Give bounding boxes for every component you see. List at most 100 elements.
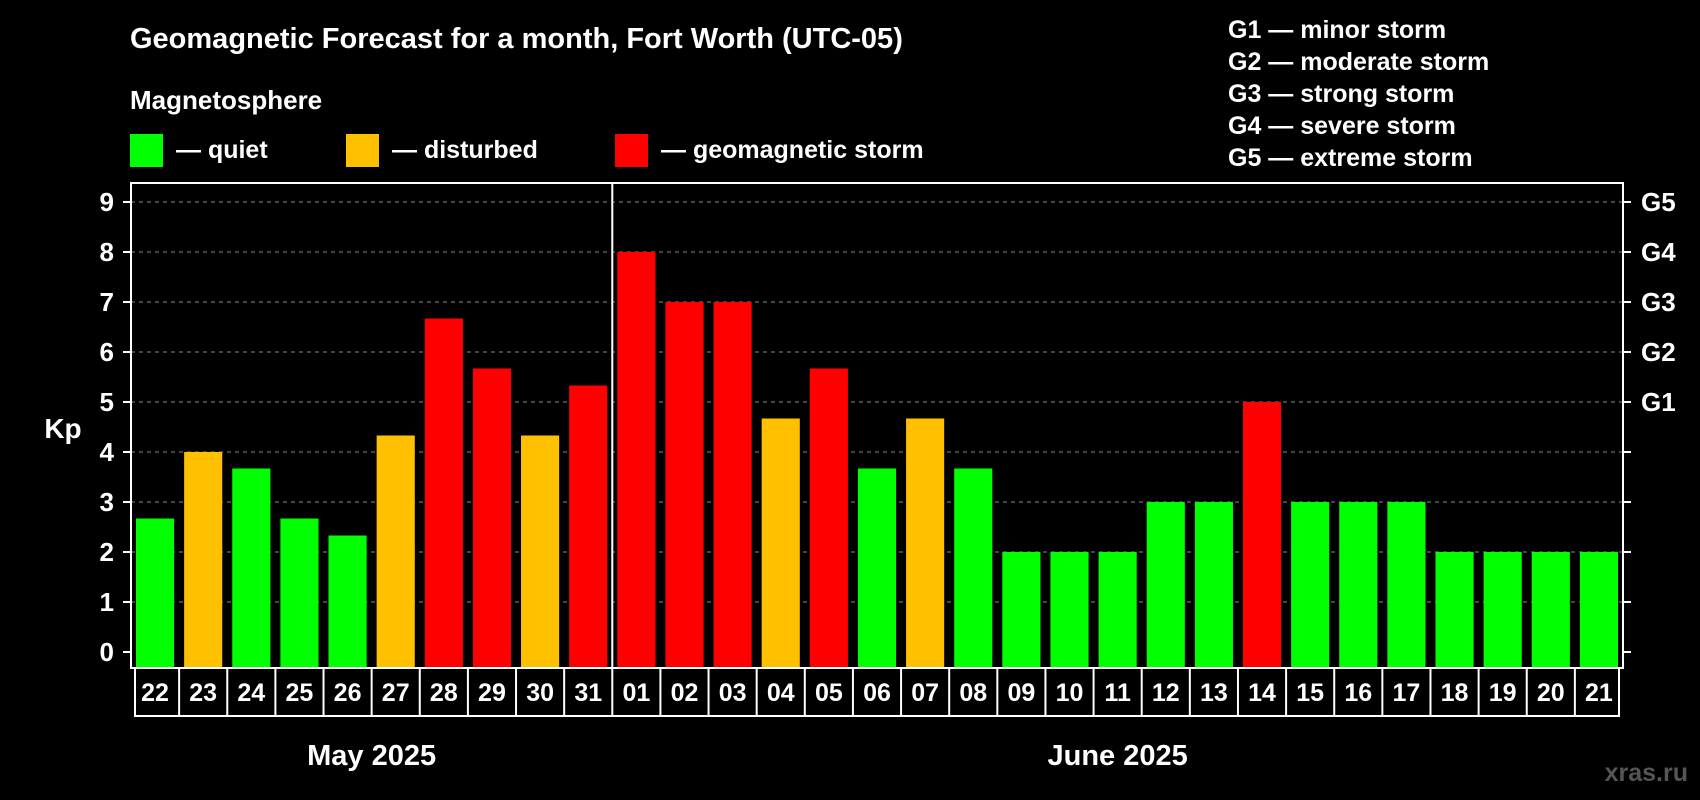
y-tick-label-3: 3 [100, 487, 114, 517]
legend-label-1: — disturbed [392, 136, 538, 164]
bar-05 [809, 368, 848, 668]
date-table: 22 23 24 25 26 27 28 29 30 31 01 02 03 04 05 06 07 08 09 10… [134, 667, 1620, 717]
chart-title: Geomagnetic Forecast for a month, Fort W… [130, 23, 903, 55]
date-label-08: 08 [959, 679, 987, 707]
date-table-frame [134, 667, 1620, 717]
date-label-17: 17 [1393, 679, 1421, 707]
date-label-29: 29 [478, 679, 506, 707]
month-labels: May 2025 June 2025 [307, 740, 1188, 772]
bar-26 [328, 535, 367, 668]
date-label-23: 23 [189, 679, 217, 707]
g-scale-label-G1: G1 [1641, 387, 1676, 417]
date-label-20: 20 [1537, 679, 1565, 707]
bar-07 [906, 418, 945, 668]
bar-25 [280, 518, 319, 668]
y-tick-label-5: 5 [100, 387, 114, 417]
g-scale-label-G5: G5 [1641, 187, 1676, 217]
storm-legend-item-5: G5 — extreme storm [1228, 144, 1473, 172]
date-label-06: 06 [863, 679, 891, 707]
g-scale-ticks: G1 G2 G3 G4 G5 [1623, 187, 1676, 653]
legend-title: Magnetosphere [130, 85, 322, 115]
date-label-14: 14 [1248, 679, 1276, 707]
date-label-12: 12 [1152, 679, 1180, 707]
bar-18 [1435, 552, 1474, 668]
bar-08 [954, 468, 993, 668]
date-label-21: 21 [1585, 679, 1613, 707]
bar-01 [617, 252, 656, 668]
bar-29 [472, 368, 512, 668]
legend-swatch-0 [130, 134, 163, 167]
storm-legend-item-1: G1 — minor storm [1228, 16, 1446, 44]
date-label-31: 31 [574, 679, 602, 707]
y-tick-label-4: 4 [100, 437, 115, 467]
date-label-24: 24 [237, 679, 265, 707]
bar-12 [1146, 502, 1185, 668]
legend-swatch-2 [615, 134, 648, 167]
date-label-28: 28 [430, 679, 458, 707]
storm-legend-item-2: G2 — moderate storm [1228, 48, 1489, 76]
y-tick-label-8: 8 [100, 237, 114, 267]
date-label-25: 25 [286, 679, 314, 707]
y-tick-label-0: 0 [100, 637, 114, 667]
date-label-03: 03 [719, 679, 747, 707]
date-label-11: 11 [1104, 679, 1131, 707]
y-tick-label-6: 6 [100, 337, 114, 367]
bar-03 [713, 302, 752, 668]
bar-14 [1242, 402, 1282, 668]
g-scale-label-G4: G4 [1641, 237, 1676, 267]
bar-28 [424, 318, 463, 668]
g-scale-label-G3: G3 [1641, 287, 1676, 317]
date-label-10: 10 [1056, 679, 1084, 707]
bars [136, 252, 1618, 668]
storm-legend-item-4: G4 — severe storm [1228, 112, 1456, 140]
legend-label-0: — quiet [176, 136, 268, 164]
month-label-0: May 2025 [307, 740, 436, 772]
date-label-19: 19 [1489, 679, 1517, 707]
storm-scale-legend: G1 — minor storm G2 — moderate storm G3 — … [1228, 16, 1489, 172]
g-scale-label-G2: G2 [1641, 337, 1676, 367]
date-label-13: 13 [1200, 679, 1228, 707]
date-label-04: 04 [767, 679, 795, 707]
bar-19 [1483, 552, 1522, 668]
bar-10 [1050, 552, 1089, 668]
bar-20 [1531, 552, 1570, 668]
bar-06 [857, 468, 897, 668]
y-tick-label-2: 2 [100, 537, 114, 567]
month-label-1: June 2025 [1048, 740, 1188, 772]
date-label-30: 30 [526, 679, 554, 707]
bar-31 [569, 385, 608, 668]
y-tick-label-1: 1 [100, 587, 114, 617]
color-legend: — quiet — disturbed — geomagnetic storm [130, 134, 924, 167]
bar-22 [136, 518, 175, 668]
date-label-22: 22 [141, 679, 169, 707]
y-axis-ticks: 0 1 2 3 4 5 6 7 8 9 [100, 187, 131, 667]
bar-17 [1387, 502, 1426, 668]
bar-30 [521, 435, 560, 668]
legend-swatch-1 [346, 134, 379, 167]
date-label-15: 15 [1296, 679, 1324, 707]
date-label-18: 18 [1441, 679, 1469, 707]
y-axis-label: Kp [44, 413, 81, 444]
date-label-05: 05 [815, 679, 843, 707]
bar-15 [1291, 502, 1330, 668]
date-label-09: 09 [1007, 679, 1035, 707]
date-label-07: 07 [911, 679, 939, 707]
legend-label-2: — geomagnetic storm [661, 136, 924, 164]
watermark: xras.ru [1605, 759, 1688, 787]
bar-02 [665, 302, 704, 668]
date-label-27: 27 [382, 679, 410, 707]
bar-13 [1194, 502, 1233, 668]
date-label-16: 16 [1344, 679, 1372, 707]
date-label-01: 01 [622, 679, 650, 707]
bar-23 [184, 452, 223, 668]
bar-09 [1002, 552, 1041, 668]
bar-11 [1098, 552, 1137, 668]
date-label-02: 02 [671, 679, 699, 707]
bar-04 [761, 418, 800, 668]
bar-27 [376, 435, 415, 668]
y-tick-label-9: 9 [100, 187, 114, 217]
bar-21 [1579, 552, 1618, 668]
y-tick-label-7: 7 [100, 287, 114, 317]
storm-legend-item-3: G3 — strong storm [1228, 80, 1454, 108]
